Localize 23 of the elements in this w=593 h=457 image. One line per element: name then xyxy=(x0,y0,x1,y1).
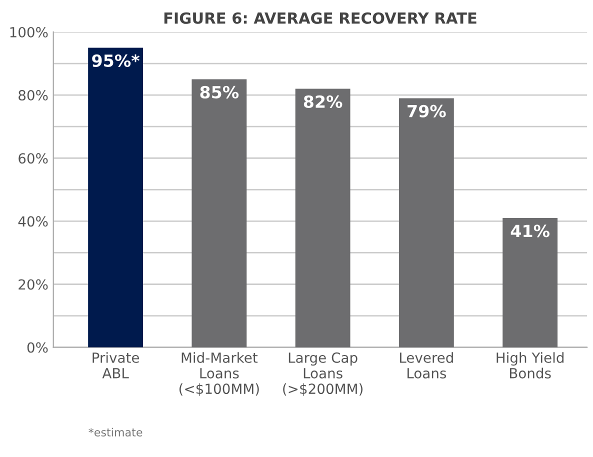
bar xyxy=(398,98,454,348)
x-tick-label: Large Cap Loans (>$200MM) xyxy=(283,352,363,396)
y-tick-label: 40% xyxy=(18,216,48,227)
y-tick-label: 60% xyxy=(18,153,48,164)
data-label: 85% xyxy=(200,86,239,98)
y-tick-label: 20% xyxy=(18,279,48,290)
bar xyxy=(502,218,558,348)
y-tick-label: 80% xyxy=(18,90,48,101)
bar xyxy=(88,48,144,348)
chart-title: FIGURE 6: AVERAGE RECOVERY RATE xyxy=(164,12,476,24)
data-label: 82% xyxy=(304,95,342,108)
bar xyxy=(295,88,350,348)
data-label: 95%* xyxy=(92,54,140,67)
x-tick-label: High Yield Bonds xyxy=(496,352,564,378)
y-tick-label: 100% xyxy=(10,26,48,38)
bar xyxy=(192,79,247,348)
x-tick-label: Levered Loans xyxy=(400,352,453,378)
data-label: 41% xyxy=(510,224,550,238)
x-tick-label: Mid-Market Loans (<$100MM) xyxy=(179,352,259,396)
text: *estimate xyxy=(88,428,142,436)
x-tick-label: Private ABL xyxy=(92,352,140,378)
data-label: 79% xyxy=(408,104,446,118)
y-tick-label: 0% xyxy=(27,342,48,353)
